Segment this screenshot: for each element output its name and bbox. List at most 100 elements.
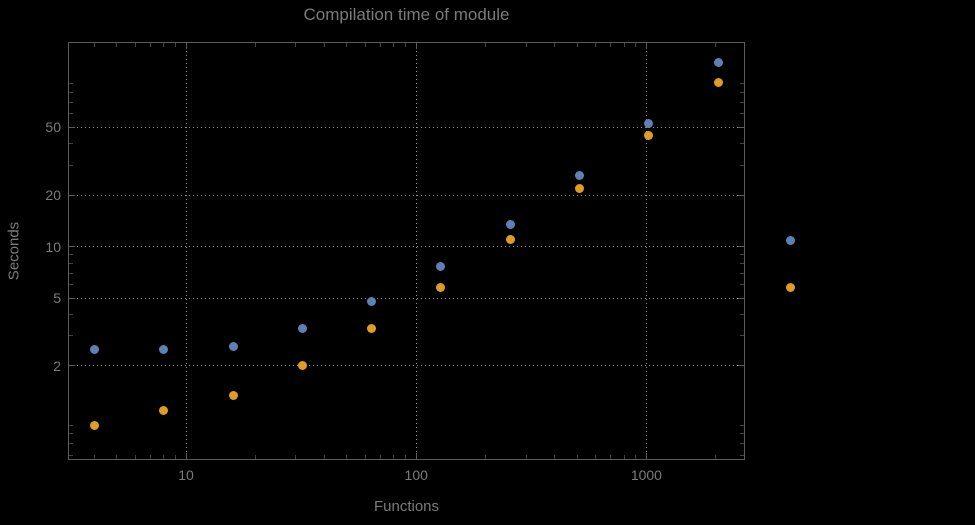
data-point-blue bbox=[644, 118, 654, 128]
x-minor-tick-mark bbox=[163, 455, 165, 459]
y-minor-tick-mark bbox=[69, 92, 73, 93]
x-minor-tick-mark bbox=[635, 455, 637, 459]
y-tick-mark bbox=[69, 126, 75, 128]
y-minor-tick-mark bbox=[69, 335, 73, 337]
y-minor-tick-mark bbox=[69, 113, 73, 115]
x-minor-tick-mark bbox=[623, 455, 625, 459]
x-tick-mark bbox=[415, 43, 417, 49]
x-minor-tick-mark bbox=[594, 43, 596, 47]
x-minor-tick-mark bbox=[163, 43, 165, 47]
y-minor-tick-mark bbox=[740, 253, 744, 255]
x-axis-label: Functions bbox=[373, 498, 440, 515]
y-minor-tick-mark bbox=[740, 272, 744, 274]
y-minor-tick-mark bbox=[69, 253, 73, 255]
y-minor-tick-mark bbox=[69, 143, 73, 145]
data-point-orange bbox=[297, 361, 307, 371]
x-minor-tick-mark bbox=[393, 43, 395, 47]
x-minor-tick-mark bbox=[116, 43, 118, 47]
x-minor-tick-mark bbox=[576, 43, 578, 47]
x-minor-tick-mark bbox=[346, 43, 348, 47]
legend bbox=[786, 236, 795, 296]
y-tick-mark bbox=[738, 126, 744, 128]
legend-marker-2 bbox=[786, 283, 795, 292]
x-minor-tick-mark bbox=[254, 43, 256, 47]
x-minor-tick-mark bbox=[324, 43, 326, 47]
y-tick-mark bbox=[738, 246, 744, 248]
x-minor-tick-mark bbox=[576, 455, 578, 459]
y-tick-mark bbox=[738, 365, 744, 367]
x-minor-tick-mark bbox=[485, 43, 487, 47]
y-tick-mark bbox=[738, 297, 744, 299]
y-minor-tick-mark bbox=[69, 443, 73, 445]
x-minor-tick-mark bbox=[149, 43, 151, 47]
y-minor-tick-mark bbox=[740, 433, 744, 435]
y-minor-tick-mark bbox=[740, 443, 744, 445]
x-tick-mark bbox=[185, 453, 187, 459]
x-minor-tick-mark bbox=[715, 455, 717, 459]
x-minor-tick-mark bbox=[594, 455, 596, 459]
y-minor-tick-mark bbox=[740, 314, 744, 316]
y-minor-tick-mark bbox=[740, 83, 744, 85]
y-gridline bbox=[69, 365, 744, 367]
y-tick-label: 2 bbox=[53, 357, 61, 374]
data-point-blue bbox=[713, 57, 723, 67]
y-minor-tick-mark bbox=[740, 92, 744, 93]
x-tick-label: 10 bbox=[178, 467, 194, 483]
y-minor-tick-mark bbox=[740, 335, 744, 337]
y-tick-mark bbox=[69, 246, 75, 248]
x-tick-mark bbox=[645, 43, 647, 49]
y-minor-tick-mark bbox=[69, 262, 73, 264]
x-minor-tick-mark bbox=[715, 43, 717, 47]
data-point-orange bbox=[713, 78, 723, 88]
data-point-blue bbox=[297, 324, 307, 334]
x-tick-mark bbox=[185, 43, 187, 49]
y-gridline bbox=[69, 246, 744, 248]
y-minor-tick-mark bbox=[69, 284, 73, 285]
data-point-orange bbox=[159, 405, 169, 415]
x-minor-tick-mark bbox=[116, 455, 118, 459]
x-tick-label: 100 bbox=[404, 467, 428, 483]
legend-marker-1 bbox=[786, 236, 795, 245]
y-tick-mark bbox=[69, 365, 75, 367]
x-minor-tick-mark bbox=[554, 455, 556, 459]
data-point-orange bbox=[436, 282, 446, 292]
y-minor-tick-mark bbox=[740, 424, 744, 426]
y-tick-mark bbox=[738, 194, 744, 196]
x-minor-tick-mark bbox=[393, 455, 395, 459]
x-tick-label: 1000 bbox=[630, 467, 662, 483]
data-point-orange bbox=[505, 235, 515, 245]
y-gridline bbox=[69, 194, 744, 196]
y-minor-tick-mark bbox=[69, 101, 73, 103]
data-point-blue bbox=[367, 296, 377, 306]
x-minor-tick-mark bbox=[324, 455, 326, 459]
x-minor-tick-mark bbox=[623, 43, 625, 47]
x-minor-tick-mark bbox=[405, 455, 407, 459]
x-minor-tick-mark bbox=[364, 43, 366, 47]
x-minor-tick-mark bbox=[364, 455, 366, 459]
y-minor-tick-mark bbox=[69, 433, 73, 435]
x-minor-tick-mark bbox=[175, 43, 177, 47]
y-minor-tick-mark bbox=[69, 272, 73, 274]
data-point-orange bbox=[367, 324, 377, 334]
x-minor-tick-mark bbox=[254, 455, 256, 459]
x-tick-mark bbox=[645, 453, 647, 459]
y-minor-tick-mark bbox=[740, 284, 744, 285]
y-tick-label: 10 bbox=[45, 238, 61, 255]
x-gridline bbox=[645, 43, 647, 459]
x-minor-tick-mark bbox=[525, 455, 527, 459]
data-point-orange bbox=[574, 183, 584, 193]
x-minor-tick-mark bbox=[93, 455, 95, 459]
y-minor-tick-mark bbox=[740, 164, 744, 166]
data-point-orange bbox=[228, 390, 238, 400]
data-point-orange bbox=[89, 420, 99, 430]
x-minor-tick-mark bbox=[610, 43, 612, 47]
y-minor-tick-mark bbox=[69, 83, 73, 85]
x-minor-tick-mark bbox=[346, 455, 348, 459]
y-gridline bbox=[69, 126, 744, 128]
x-minor-tick-mark bbox=[295, 455, 297, 459]
x-gridline bbox=[185, 43, 187, 459]
x-minor-tick-mark bbox=[295, 43, 297, 47]
y-minor-tick-mark bbox=[69, 314, 73, 316]
y-tick-mark bbox=[69, 297, 75, 299]
